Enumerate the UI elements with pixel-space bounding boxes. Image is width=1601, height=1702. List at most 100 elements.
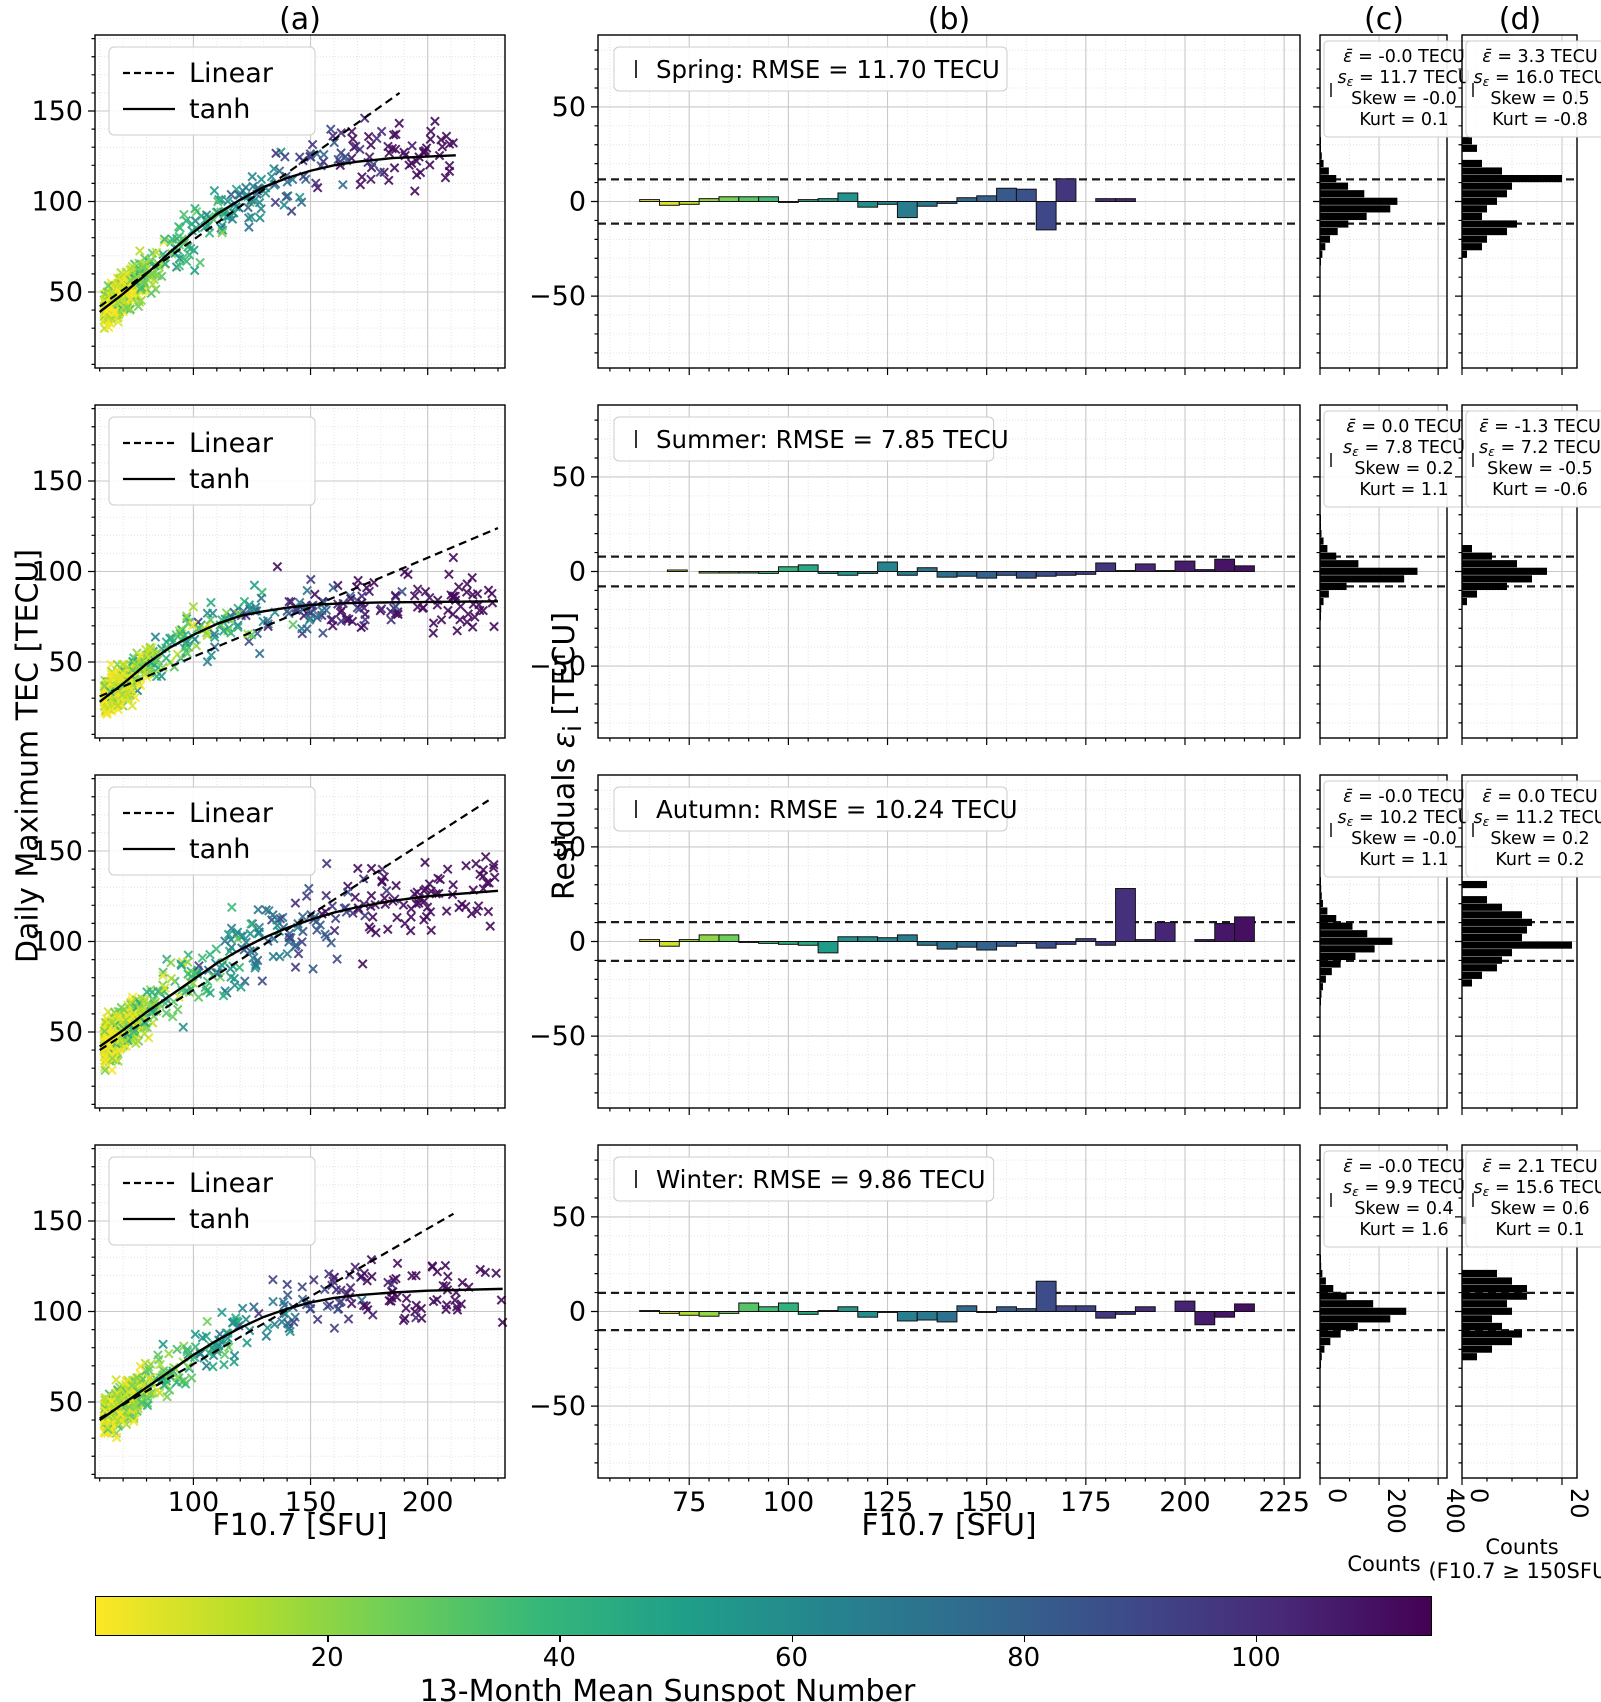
- svg-text:Skew = 0.2: Skew = 0.2: [1490, 829, 1589, 849]
- svg-text:150: 150: [961, 1487, 1013, 1518]
- x-axis-label-residual: F10.7 [SFU]: [861, 1508, 1037, 1543]
- svg-text:tanh: tanh: [189, 94, 250, 125]
- colorbar-tick-label: 60: [774, 1643, 809, 1673]
- svg-text:sε = 7.2 TECU: sε = 7.2 TECU: [1479, 438, 1601, 459]
- svg-text:50: 50: [552, 462, 586, 493]
- svg-text:125: 125: [862, 1487, 914, 1518]
- svg-text:0: 0: [569, 1297, 586, 1328]
- svg-text:Skew = 0.4: Skew = 0.4: [1354, 1199, 1453, 1219]
- svg-text:0: 0: [569, 557, 586, 588]
- svg-text:Kurt = 0.2: Kurt = 0.2: [1495, 850, 1584, 870]
- svg-text:Skew = 0.5: Skew = 0.5: [1490, 89, 1589, 109]
- svg-text:Kurt = 1.6: Kurt = 1.6: [1359, 1220, 1448, 1240]
- svg-text:ε̄ = -0.0 TECU: ε̄ = -0.0 TECU: [1343, 787, 1465, 807]
- svg-text:Kurt = 1.1: Kurt = 1.1: [1359, 850, 1448, 870]
- colorbar-label: 13-Month Mean Sunspot Number: [419, 1674, 916, 1702]
- svg-text:Winter: RMSE = 9.86 TECU: Winter: RMSE = 9.86 TECU: [656, 1165, 986, 1194]
- residual-panel-winter: −50 0 50 75 100 125 150 175 200 225 Winter: RMSE =…: [529, 1144, 1310, 1518]
- residual-panel-autumn: −50 0 50 Autumn: RMSE = 10.24 TECU: [529, 774, 1301, 1115]
- svg-text:ε̄ = 0.0 TECU: ε̄ = 0.0 TECU: [1346, 417, 1461, 437]
- panel-b-title: (b): [927, 2, 971, 37]
- svg-text:175: 175: [1060, 1487, 1112, 1518]
- colorbar-tick-label: 40: [542, 1643, 576, 1673]
- svg-text:225: 225: [1258, 1487, 1310, 1518]
- svg-text:150: 150: [31, 836, 83, 867]
- svg-text:Kurt = -0.6: Kurt = -0.6: [1492, 480, 1588, 500]
- svg-text:50: 50: [552, 832, 586, 863]
- svg-text:200: 200: [402, 1487, 454, 1518]
- svg-text:50: 50: [49, 1387, 83, 1418]
- panel-c-title: (c): [1364, 2, 1404, 37]
- colorbar-tick-mark: [327, 1635, 329, 1642]
- svg-text:200: 200: [1159, 1487, 1211, 1518]
- colorbar-tick-mark: [1255, 1635, 1258, 1642]
- svg-text:tanh: tanh: [189, 834, 250, 865]
- svg-text:0: 0: [569, 927, 586, 958]
- residual-panel-summer: −50 0 50 Summer: RMSE = 7.85 TECU: [529, 404, 1301, 745]
- svg-text:Skew = -0.0: Skew = -0.0: [1351, 829, 1457, 849]
- svg-text:50: 50: [552, 92, 586, 123]
- svg-text:100: 100: [31, 187, 83, 218]
- svg-text:Linear: Linear: [189, 428, 274, 459]
- svg-text:Skew = -0.0: Skew = -0.0: [1351, 89, 1457, 109]
- svg-text:0: 0: [1465, 1488, 1493, 1503]
- svg-text:sε = 16.0 TECU: sε = 16.0 TECU: [1473, 68, 1601, 89]
- svg-text:ε̄ = -0.0 TECU: ε̄ = -0.0 TECU: [1343, 47, 1465, 67]
- colorbar-tick-label: 100: [1231, 1643, 1281, 1673]
- svg-text:Linear: Linear: [189, 798, 274, 829]
- y-axis-label-tec: Daily Maximum TEC [TECU]: [10, 548, 46, 964]
- svg-text:0: 0: [569, 187, 586, 218]
- residual-panel-spring: −50 0 50 Spring: RMSE = 11.70 TECU: [529, 34, 1301, 375]
- svg-text:100: 100: [168, 1487, 220, 1518]
- svg-text:Spring: RMSE = 11.70 TECU: Spring: RMSE = 11.70 TECU: [656, 55, 1000, 84]
- svg-text:Kurt = 0.1: Kurt = 0.1: [1359, 110, 1448, 130]
- colorbar-tick-mark: [1023, 1635, 1026, 1642]
- svg-text:tanh: tanh: [189, 464, 250, 495]
- svg-text:Linear: Linear: [189, 58, 274, 89]
- svg-text:sε = 7.8 TECU: sε = 7.8 TECU: [1343, 438, 1465, 459]
- svg-text:150: 150: [31, 96, 83, 127]
- svg-text:Skew = 0.6: Skew = 0.6: [1490, 1199, 1589, 1219]
- svg-text:100: 100: [31, 1297, 83, 1328]
- panel-d-title: (d): [1498, 2, 1542, 37]
- colorbar-tick-label: 20: [310, 1643, 344, 1673]
- svg-text:50: 50: [49, 277, 83, 308]
- svg-text:sε = 11.2 TECU: sε = 11.2 TECU: [1473, 808, 1601, 829]
- svg-text:−50: −50: [529, 281, 586, 312]
- svg-text:0: 0: [1323, 1488, 1351, 1503]
- svg-text:400: 400: [1441, 1488, 1469, 1534]
- svg-text:ε̄ = -0.0 TECU: ε̄ = -0.0 TECU: [1343, 1157, 1465, 1177]
- x-axis-label-counts: Counts: [1347, 1552, 1421, 1576]
- svg-text:sε = 15.6 TECU: sε = 15.6 TECU: [1473, 1178, 1601, 1199]
- colorbar-tick-mark: [559, 1635, 561, 1642]
- svg-text:ε̄ = -1.3 TECU: ε̄ = -1.3 TECU: [1479, 417, 1601, 437]
- svg-text:ε̄ = 0.0 TECU: ε̄ = 0.0 TECU: [1482, 787, 1597, 807]
- svg-text:Linear: Linear: [189, 1168, 274, 1199]
- svg-text:sε = 10.2 TECU: sε = 10.2 TECU: [1337, 808, 1470, 829]
- svg-text:Kurt = 1.1: Kurt = 1.1: [1359, 480, 1448, 500]
- svg-text:−50: −50: [529, 1021, 586, 1052]
- panel-a-title: (a): [279, 2, 321, 37]
- svg-text:Skew = -0.5: Skew = -0.5: [1487, 459, 1593, 479]
- scatter-panel-spring: 50 100 150 Linear tanh: [31, 34, 506, 375]
- scatter-panel-autumn: 50 100 150 Linear tanh: [31, 774, 506, 1115]
- svg-text:Skew = 0.2: Skew = 0.2: [1354, 459, 1453, 479]
- svg-text:Kurt = 0.1: Kurt = 0.1: [1495, 1220, 1584, 1240]
- x-axis-label-counts150: Counts (F10.7 ≥ 150SFU): [1428, 1535, 1601, 1583]
- svg-text:200: 200: [1382, 1488, 1410, 1534]
- scatter-panel-winter: 50 100 150 100 150 200 Linear tanh: [31, 1144, 508, 1518]
- svg-text:−50: −50: [529, 651, 586, 682]
- svg-text:50: 50: [49, 1017, 83, 1048]
- scatter-panel-summer: 50 100 150 Linear tanh: [31, 404, 506, 745]
- svg-text:sε = 9.9 TECU: sε = 9.9 TECU: [1343, 1178, 1465, 1199]
- svg-text:75: 75: [672, 1487, 706, 1518]
- svg-text:100: 100: [31, 927, 83, 958]
- svg-text:tanh: tanh: [189, 1204, 250, 1235]
- colorbar-tick-label: 80: [1007, 1643, 1041, 1673]
